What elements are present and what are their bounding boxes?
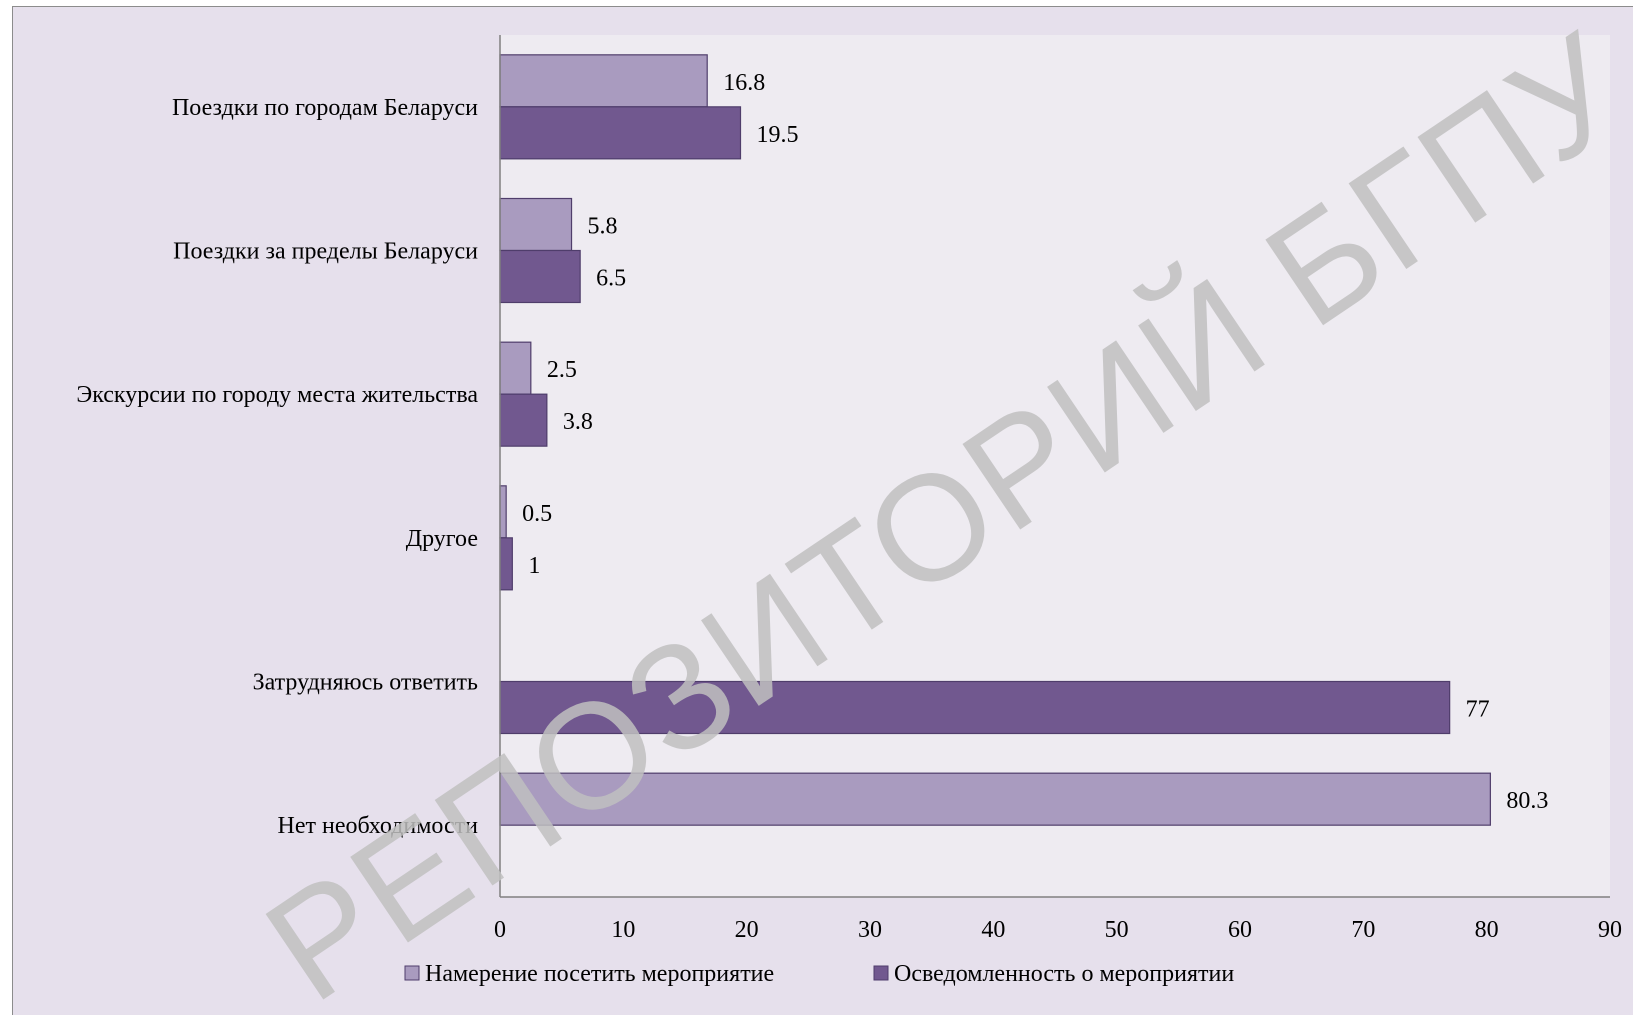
category-label: Поездки по городам Беларуси bbox=[172, 95, 478, 121]
data-label: 3.8 bbox=[563, 409, 593, 435]
labels-layer: Поездки по городам Беларуси 16.8 19.5 Поезд… bbox=[76, 70, 1548, 839]
data-label: 19.5 bbox=[757, 122, 799, 148]
category-label: Поездки за пределы Беларуси bbox=[173, 239, 478, 265]
x-tick-label: 30 bbox=[858, 917, 882, 943]
data-label: 5.8 bbox=[588, 214, 618, 240]
data-label: 0.5 bbox=[522, 501, 552, 527]
bar-awareness bbox=[499, 249, 581, 304]
legend-swatch-intention bbox=[404, 965, 420, 981]
data-label: 16.8 bbox=[723, 70, 765, 96]
x-tick-label: 70 bbox=[1351, 917, 1375, 943]
plot-area bbox=[500, 35, 1610, 897]
category-label: Экскурсии по городу места жительства bbox=[76, 382, 478, 408]
axis-layer: 0 10 20 30 40 50 60 70 80 90 bbox=[494, 35, 1622, 943]
x-tick-label: 20 bbox=[735, 917, 759, 943]
data-label: 2.5 bbox=[547, 357, 577, 383]
legend: Намерение посетить мероприятие Осведомлен… bbox=[404, 961, 1234, 987]
category-label: Нет необходимости bbox=[278, 813, 479, 839]
bar-awareness bbox=[499, 680, 1451, 735]
x-tick-label: 60 bbox=[1228, 917, 1252, 943]
data-label: 1 bbox=[528, 553, 540, 579]
legend-label: Осведомленность о мероприятии bbox=[894, 961, 1234, 987]
category-label: Затрудняюсь ответить bbox=[253, 670, 478, 696]
data-label: 6.5 bbox=[596, 266, 626, 292]
bar-awareness bbox=[499, 393, 548, 447]
x-tick-label: 90 bbox=[1598, 917, 1622, 943]
data-label: 77 bbox=[1466, 697, 1490, 723]
category-label: Другое bbox=[406, 526, 478, 552]
bar-awareness bbox=[499, 106, 742, 160]
data-label: 80.3 bbox=[1506, 788, 1548, 814]
x-tick-label: 50 bbox=[1105, 917, 1129, 943]
x-tick-label: 0 bbox=[494, 917, 506, 943]
bar-intention bbox=[499, 341, 532, 395]
bar-intention bbox=[499, 54, 708, 108]
x-tick-label: 10 bbox=[611, 917, 635, 943]
legend-label: Намерение посетить мероприятие bbox=[425, 961, 774, 987]
x-tick-label: 40 bbox=[981, 917, 1005, 943]
bar-intention bbox=[499, 197, 573, 252]
bar-intention bbox=[499, 485, 507, 539]
bar-awareness bbox=[499, 537, 513, 591]
x-tick-label: 80 bbox=[1475, 917, 1499, 943]
legend-swatch-awareness bbox=[873, 965, 889, 981]
